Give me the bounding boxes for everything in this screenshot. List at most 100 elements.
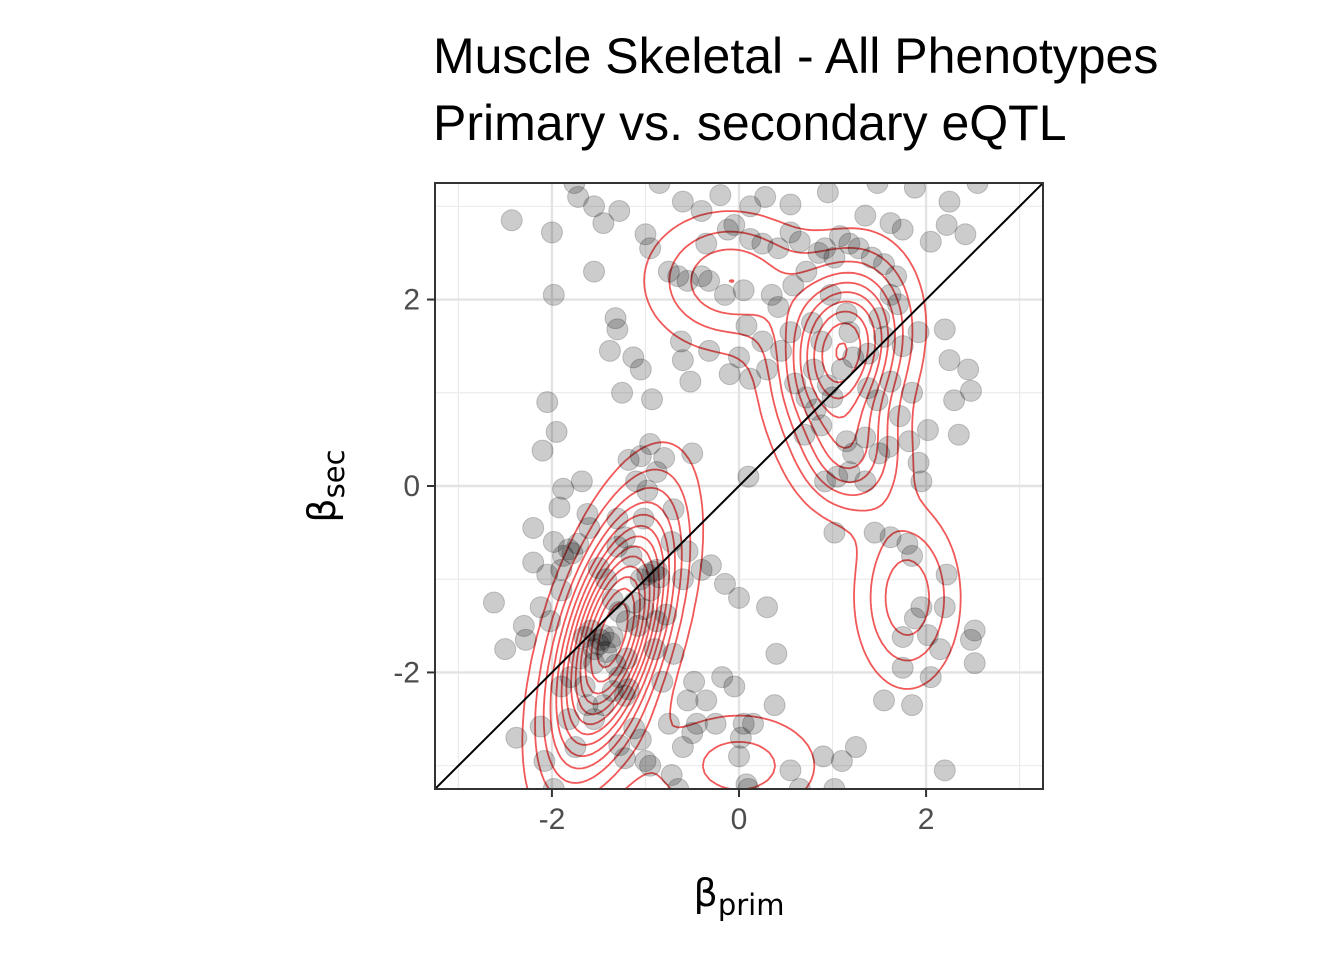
data-point <box>788 230 811 253</box>
data-point <box>685 712 708 735</box>
data-point <box>648 566 671 589</box>
data-point <box>645 610 668 633</box>
data-point <box>671 736 694 759</box>
data-point <box>739 227 762 250</box>
data-point <box>690 199 713 222</box>
data-point <box>613 526 636 549</box>
data-point <box>857 342 880 365</box>
data-point <box>545 420 568 443</box>
data-point <box>598 339 621 362</box>
data-point <box>704 712 727 735</box>
data-point <box>578 516 601 539</box>
data-point <box>626 614 649 637</box>
data-point <box>723 675 746 698</box>
data-point <box>823 778 846 789</box>
density-contour <box>579 342 848 705</box>
y-axis-label-symbol: β <box>300 498 344 522</box>
data-point <box>587 557 610 580</box>
data-point <box>793 423 816 446</box>
data-point <box>888 405 911 428</box>
data-point <box>636 479 659 502</box>
data-point <box>742 712 765 735</box>
data-point <box>963 619 986 642</box>
identity-reference-line <box>435 183 1043 789</box>
data-point <box>651 670 674 693</box>
data-point <box>632 598 655 621</box>
data-point <box>690 265 713 288</box>
data-points <box>482 183 989 789</box>
data-point <box>645 461 668 484</box>
data-point <box>583 195 606 218</box>
data-point <box>788 778 811 789</box>
density-contour <box>565 300 877 736</box>
x-tick-label: 2 <box>918 803 935 836</box>
data-point <box>711 666 734 689</box>
data-point <box>522 551 545 574</box>
data-point <box>620 544 643 567</box>
data-point <box>608 600 631 623</box>
data-point <box>636 563 659 586</box>
data-point <box>606 535 629 558</box>
data-point <box>559 666 582 689</box>
data-point <box>963 652 986 675</box>
y-axis: -2 0 2 <box>393 284 435 689</box>
data-point <box>916 624 939 647</box>
data-point <box>641 388 664 411</box>
data-point <box>548 496 571 519</box>
data-point <box>835 430 858 453</box>
y-tick-label: 0 <box>403 470 420 503</box>
data-point <box>756 358 779 381</box>
data-point <box>919 666 942 689</box>
data-point <box>645 558 668 581</box>
data-point <box>676 689 699 712</box>
data-point <box>639 754 662 777</box>
data-point <box>891 626 914 649</box>
data-point <box>629 728 652 751</box>
data-point <box>676 269 699 292</box>
data-point <box>860 246 883 269</box>
density-contour <box>584 576 641 695</box>
data-point <box>718 363 741 386</box>
data-point <box>947 423 970 446</box>
data-point <box>648 183 671 194</box>
data-point <box>767 295 790 318</box>
y-axis-label-subscript: sec <box>317 449 351 498</box>
data-point <box>866 389 889 412</box>
data-point <box>681 722 704 745</box>
data-point <box>601 588 624 611</box>
data-point <box>779 193 802 216</box>
data-point <box>595 640 618 663</box>
data-point <box>879 370 902 393</box>
data-point <box>634 223 657 246</box>
data-point <box>570 470 593 493</box>
data-point <box>901 694 924 717</box>
data-point <box>657 712 680 735</box>
data-point <box>938 190 961 213</box>
data-point <box>698 339 721 362</box>
data-point <box>919 230 942 253</box>
data-point <box>592 694 615 717</box>
data-point <box>623 717 646 740</box>
data-point <box>830 750 853 773</box>
data-point <box>615 647 638 670</box>
data-point <box>683 670 706 693</box>
data-point <box>842 442 865 465</box>
data-point <box>598 631 621 654</box>
data-point <box>782 274 805 297</box>
data-point <box>606 318 629 341</box>
data-point <box>868 307 891 330</box>
data-point <box>879 212 902 235</box>
data-point <box>933 759 956 782</box>
data-point <box>550 558 573 581</box>
data-point <box>529 715 552 738</box>
data-point <box>814 237 837 260</box>
data-point <box>625 470 648 493</box>
data-point <box>887 293 910 316</box>
data-point <box>863 521 886 544</box>
density-contour <box>570 310 870 726</box>
data-point <box>671 568 694 591</box>
data-point <box>959 379 982 402</box>
data-point <box>842 346 865 369</box>
data-point <box>816 374 839 397</box>
data-point <box>671 190 694 213</box>
